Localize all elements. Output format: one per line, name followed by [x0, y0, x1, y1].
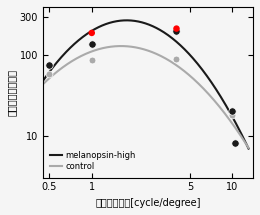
control — [120, 45, 123, 47]
control — [108, 46, 112, 48]
control — [171, 61, 174, 64]
Legend: melanopsin-high, control: melanopsin-high, control — [47, 149, 138, 174]
melanopsin-high — [66, 49, 69, 52]
melanopsin-high — [123, 19, 126, 22]
Point — [230, 110, 235, 113]
melanopsin-high — [125, 19, 128, 22]
Y-axis label: コントラスト感度: コントラスト感度 — [7, 69, 17, 116]
control — [191, 77, 194, 80]
Point — [233, 142, 238, 145]
melanopsin-high — [190, 56, 193, 58]
Point — [233, 142, 238, 145]
Line: control: control — [43, 46, 249, 148]
X-axis label: 空間周波数　[cycle/degree]: 空間周波数 [cycle/degree] — [95, 198, 201, 208]
Point — [90, 58, 94, 61]
Point — [90, 42, 94, 45]
control — [123, 45, 126, 48]
Point — [174, 57, 179, 61]
Point — [90, 31, 94, 35]
control — [66, 63, 69, 65]
control — [247, 147, 250, 149]
melanopsin-high — [191, 57, 194, 60]
Point — [47, 64, 51, 67]
melanopsin-high — [171, 37, 174, 40]
control — [190, 76, 193, 79]
melanopsin-high — [41, 80, 44, 82]
Point — [47, 73, 51, 76]
Point — [174, 27, 179, 30]
Line: melanopsin-high: melanopsin-high — [43, 20, 249, 149]
control — [41, 83, 44, 86]
melanopsin-high — [247, 147, 250, 150]
melanopsin-high — [108, 22, 112, 24]
Point — [174, 29, 179, 33]
Point — [230, 113, 235, 117]
